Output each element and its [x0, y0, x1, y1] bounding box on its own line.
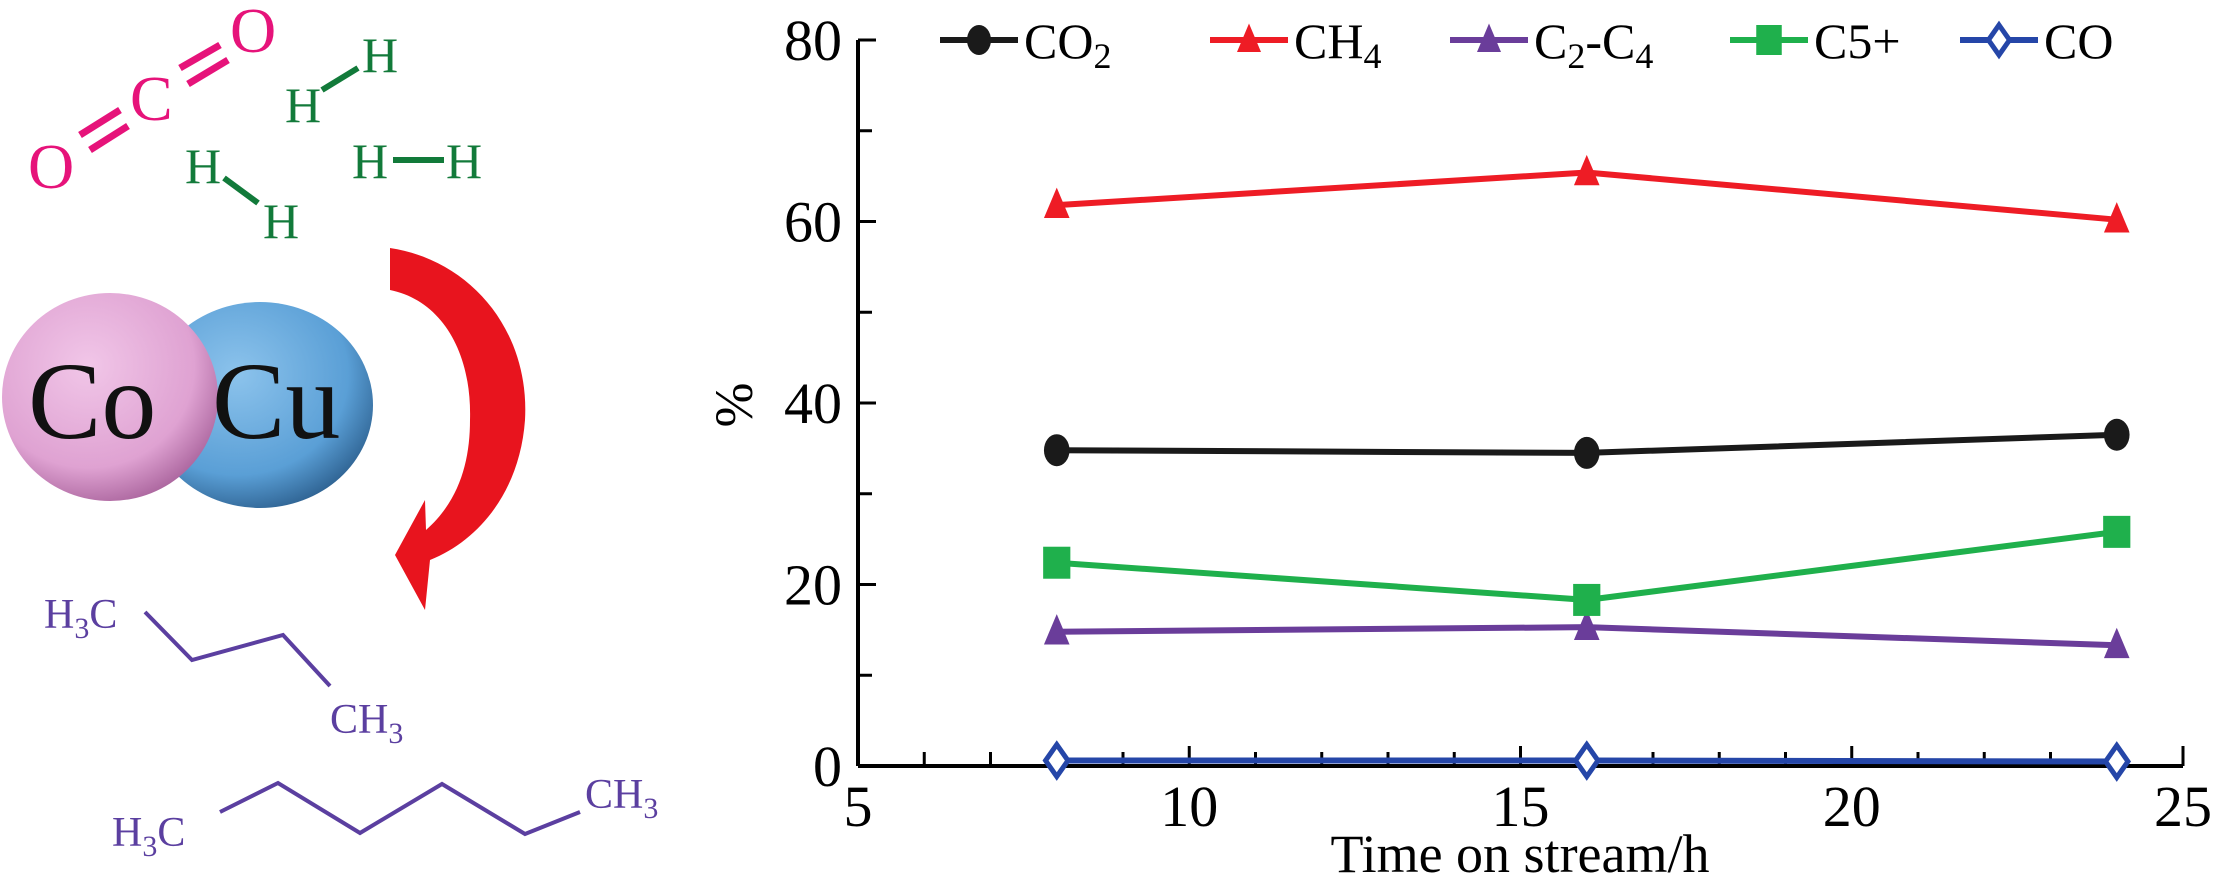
data-point	[1573, 583, 1601, 616]
data-point	[1043, 546, 1071, 579]
legend-marker	[1237, 23, 1261, 52]
x-tick-label: 15	[1492, 774, 1550, 839]
legend-marker	[1756, 25, 1782, 55]
hexane-structure: H3C CH3	[112, 772, 658, 863]
legend: CO2 CH4 C2-C4 C5+ CO	[940, 13, 2113, 76]
x-tick-label: 10	[1160, 774, 1218, 839]
co2-molecule: O C O	[28, 0, 276, 202]
data-point	[1573, 436, 1600, 469]
x-tick-label: 5	[844, 774, 873, 839]
x-tick-label: 20	[1823, 774, 1881, 839]
data-point	[1043, 614, 1070, 645]
series-ch4	[1043, 154, 2130, 233]
y-tick-label: 0	[813, 734, 842, 799]
y-tick-label: 20	[784, 553, 842, 618]
data-point	[2103, 627, 2130, 659]
data-point	[1043, 434, 1070, 467]
co2-oxygen-right: O	[230, 0, 276, 66]
legend-label: CH4	[1294, 13, 1381, 76]
h2-a-h1: H	[285, 77, 321, 133]
h2-b-h1: H	[185, 138, 221, 194]
y-tick-label: 80	[784, 8, 842, 73]
axes: 0 20 40 60 80 5 10 15 20 25	[784, 8, 2212, 839]
h2-c-h2: H	[446, 133, 482, 189]
legend-label: C5+	[1814, 13, 1901, 69]
series-c5-	[1043, 515, 2131, 616]
y-axis-label: %	[704, 383, 764, 428]
data-point	[2103, 202, 2130, 233]
co-sphere	[2, 293, 218, 501]
legend-marker	[1477, 23, 1501, 52]
x-axis-label: Time on stream/h	[1330, 824, 1709, 878]
data-point	[1572, 740, 1602, 781]
svg-text:CH3: CH3	[585, 772, 658, 825]
svg-text:H3C: H3C	[112, 810, 185, 863]
legend-item-c2-c4: C2-C4	[1450, 13, 1653, 76]
data-point	[1573, 154, 1600, 186]
h2-c-h1: H	[352, 133, 388, 189]
data-point	[2103, 418, 2130, 451]
h2-a-h2: H	[362, 27, 398, 83]
y-tick-label: 60	[784, 190, 842, 255]
data-point	[1573, 609, 1600, 640]
h2-molecules: H H H H H H	[185, 27, 482, 249]
legend-item-c5-: C5+	[1730, 13, 1901, 69]
y-tick-label: 40	[784, 371, 842, 436]
legend-item-ch4: CH4	[1210, 13, 1381, 76]
series-co2	[1043, 418, 2130, 469]
reaction-scheme: O C O H H H H H H Co Cu H3C CH3 H3C CH3	[2, 0, 658, 863]
series-co	[1042, 740, 2132, 782]
x-tick-label: 25	[2154, 774, 2212, 839]
cu-label: Cu	[212, 340, 340, 462]
cocu-catalyst: Co Cu	[2, 293, 373, 508]
legend-marker	[967, 25, 991, 55]
legend-label: CO2	[1024, 13, 1111, 76]
co2-carbon: C	[130, 63, 173, 134]
series-layer	[1042, 154, 2132, 782]
legend-label: CO	[2044, 13, 2113, 69]
legend-marker	[1985, 20, 2013, 60]
curved-arrow-icon	[390, 248, 526, 610]
legend-item-co2: CO2	[940, 13, 1111, 76]
co-label: Co	[28, 340, 156, 462]
legend-label: C2-C4	[1534, 13, 1653, 76]
series-c2-c4	[1043, 609, 2130, 659]
svg-text:H3C: H3C	[44, 592, 117, 645]
svg-text:CH3: CH3	[330, 697, 403, 750]
data-point	[1042, 740, 1072, 781]
data-point	[1043, 187, 1070, 218]
data-point	[2103, 515, 2131, 548]
legend-item-co: CO	[1960, 13, 2113, 69]
h2-b-h2: H	[263, 193, 299, 249]
co2-oxygen-left: O	[28, 131, 74, 202]
butane-structure: H3C CH3	[44, 592, 403, 750]
data-point	[2102, 741, 2132, 782]
